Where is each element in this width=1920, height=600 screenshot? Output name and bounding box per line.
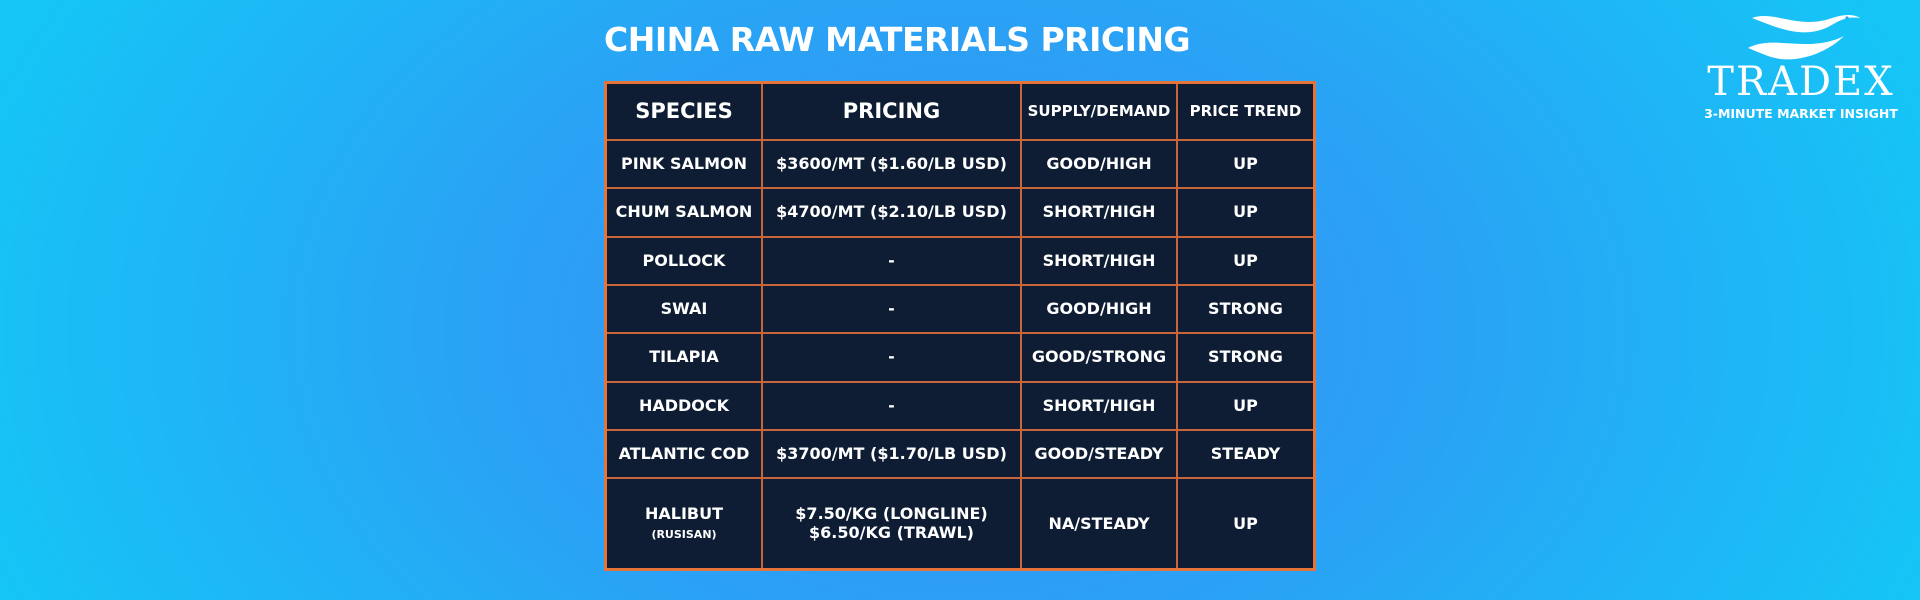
- price-trend-cell: STRONG: [1176, 332, 1313, 383]
- supply-demand-column-header: SUPPLY/DEMAND: [1020, 84, 1178, 141]
- pricing-cell: -: [761, 332, 1022, 383]
- table-row: HALIBUT (RUSISAN) $7.50/KG (LONGLINE) $6.5…: [607, 477, 1313, 568]
- price-trend-cell: UP: [1176, 477, 1313, 568]
- supply-demand-cell: SHORT/HIGH: [1020, 380, 1178, 432]
- price-trend-cell: UP: [1176, 187, 1313, 238]
- pricing-cell: $7.50/KG (LONGLINE) $6.50/KG (TRAWL): [761, 477, 1022, 568]
- supply-demand-cell: GOOD/STRONG: [1020, 332, 1178, 383]
- species-name: PINK SALMON: [620, 153, 748, 173]
- price-value: -: [888, 347, 895, 367]
- logo-tagline: 3-MINUTE MARKET INSIGHT: [1704, 106, 1898, 121]
- table-header-row: SPECIES PRICING SUPPLY/DEMAND PRICE TREN…: [607, 84, 1313, 141]
- supply-demand-cell: NA/STEADY: [1020, 477, 1178, 568]
- pricing-cell: -: [761, 235, 1022, 287]
- page-title: CHINA RAW MATERIALS PRICING: [604, 20, 1191, 59]
- price-value: $4700/MT ($2.10/LB USD): [776, 202, 1007, 222]
- species-name: CHUM SALMON: [615, 202, 753, 222]
- species-name: TILAPIA: [649, 347, 719, 367]
- species-name: SWAI: [660, 299, 708, 318]
- supply-demand-cell: SHORT/HIGH: [1020, 235, 1178, 287]
- price-value: $7.50/KG (LONGLINE): [795, 504, 988, 524]
- pricing-cell: $3600/MT ($1.60/LB USD): [761, 138, 1022, 190]
- table-row: CHUM SALMON $4700/MT ($2.10/LB USD) SHORT/…: [607, 187, 1313, 238]
- table-body: PINK SALMON $3600/MT ($1.60/LB USD) GOOD/H…: [607, 138, 1313, 568]
- table-row: ATLANTIC COD $3700/MT ($1.70/LB USD) GOOD/…: [607, 429, 1313, 480]
- price-trend-cell: STEADY: [1176, 429, 1313, 480]
- pricing-cell: -: [761, 284, 1022, 335]
- supply-demand-cell: GOOD/STEADY: [1020, 429, 1178, 480]
- price-value: -: [888, 250, 895, 270]
- fish-waves-icon: [1748, 15, 1860, 60]
- pricing-cell: $4700/MT ($2.10/LB USD): [761, 187, 1022, 238]
- species-cell: PINK SALMON: [607, 138, 763, 190]
- tradex-logo: TRADEX 3-MINUTE MARKET INSIGHT: [1696, 8, 1906, 128]
- species-cell: TILAPIA: [607, 332, 763, 383]
- pricing-column-header: PRICING: [761, 84, 1022, 141]
- price-trend-cell: UP: [1176, 380, 1313, 432]
- price-trend-column-header: PRICE TREND: [1176, 84, 1313, 141]
- price-value: -: [888, 395, 895, 415]
- pricing-cell: $3700/MT ($1.70/LB USD): [761, 429, 1022, 480]
- species-cell: POLLOCK: [607, 235, 763, 287]
- price-value: $3700/MT ($1.70/LB USD): [776, 444, 1007, 464]
- supply-demand-cell: GOOD/HIGH: [1020, 284, 1178, 335]
- species-name: ATLANTIC COD: [618, 444, 750, 464]
- supply-demand-cell: GOOD/HIGH: [1020, 138, 1178, 190]
- table-row: TILAPIA - GOOD/STRONG STRONG: [607, 332, 1313, 383]
- species-cell: HADDOCK: [607, 380, 763, 432]
- table-row: POLLOCK - SHORT/HIGH UP: [607, 235, 1313, 287]
- pricing-cell: -: [761, 380, 1022, 432]
- table-row: SWAI - GOOD/HIGH STRONG: [607, 284, 1313, 335]
- species-name: POLLOCK: [642, 250, 726, 270]
- species-note: (RUSISAN): [651, 527, 717, 541]
- species-cell: SWAI: [607, 284, 763, 335]
- species-cell: ATLANTIC COD: [607, 429, 763, 480]
- price-value: $3600/MT ($1.60/LB USD): [776, 153, 1007, 173]
- pricing-table-container: SPECIES PRICING SUPPLY/DEMAND PRICE TREN…: [604, 81, 1316, 571]
- table-row: PINK SALMON $3600/MT ($1.60/LB USD) GOOD/H…: [607, 138, 1313, 190]
- species-cell: CHUM SALMON: [607, 187, 763, 238]
- pricing-table: SPECIES PRICING SUPPLY/DEMAND PRICE TREN…: [607, 84, 1313, 568]
- price-trend-cell: UP: [1176, 235, 1313, 287]
- logo-wordmark: TRADEX: [1707, 59, 1895, 105]
- species-column-header: SPECIES: [607, 84, 763, 141]
- table-row: HADDOCK - SHORT/HIGH UP: [607, 380, 1313, 432]
- species-cell: HALIBUT (RUSISAN): [607, 477, 763, 568]
- price-value: $6.50/KG (TRAWL): [809, 522, 974, 542]
- species-name: HALIBUT: [644, 504, 724, 524]
- supply-demand-cell: SHORT/HIGH: [1020, 187, 1178, 238]
- species-name: HADDOCK: [638, 395, 730, 415]
- price-value: -: [888, 299, 895, 318]
- price-trend-cell: STRONG: [1176, 284, 1313, 335]
- price-trend-cell: UP: [1176, 138, 1313, 190]
